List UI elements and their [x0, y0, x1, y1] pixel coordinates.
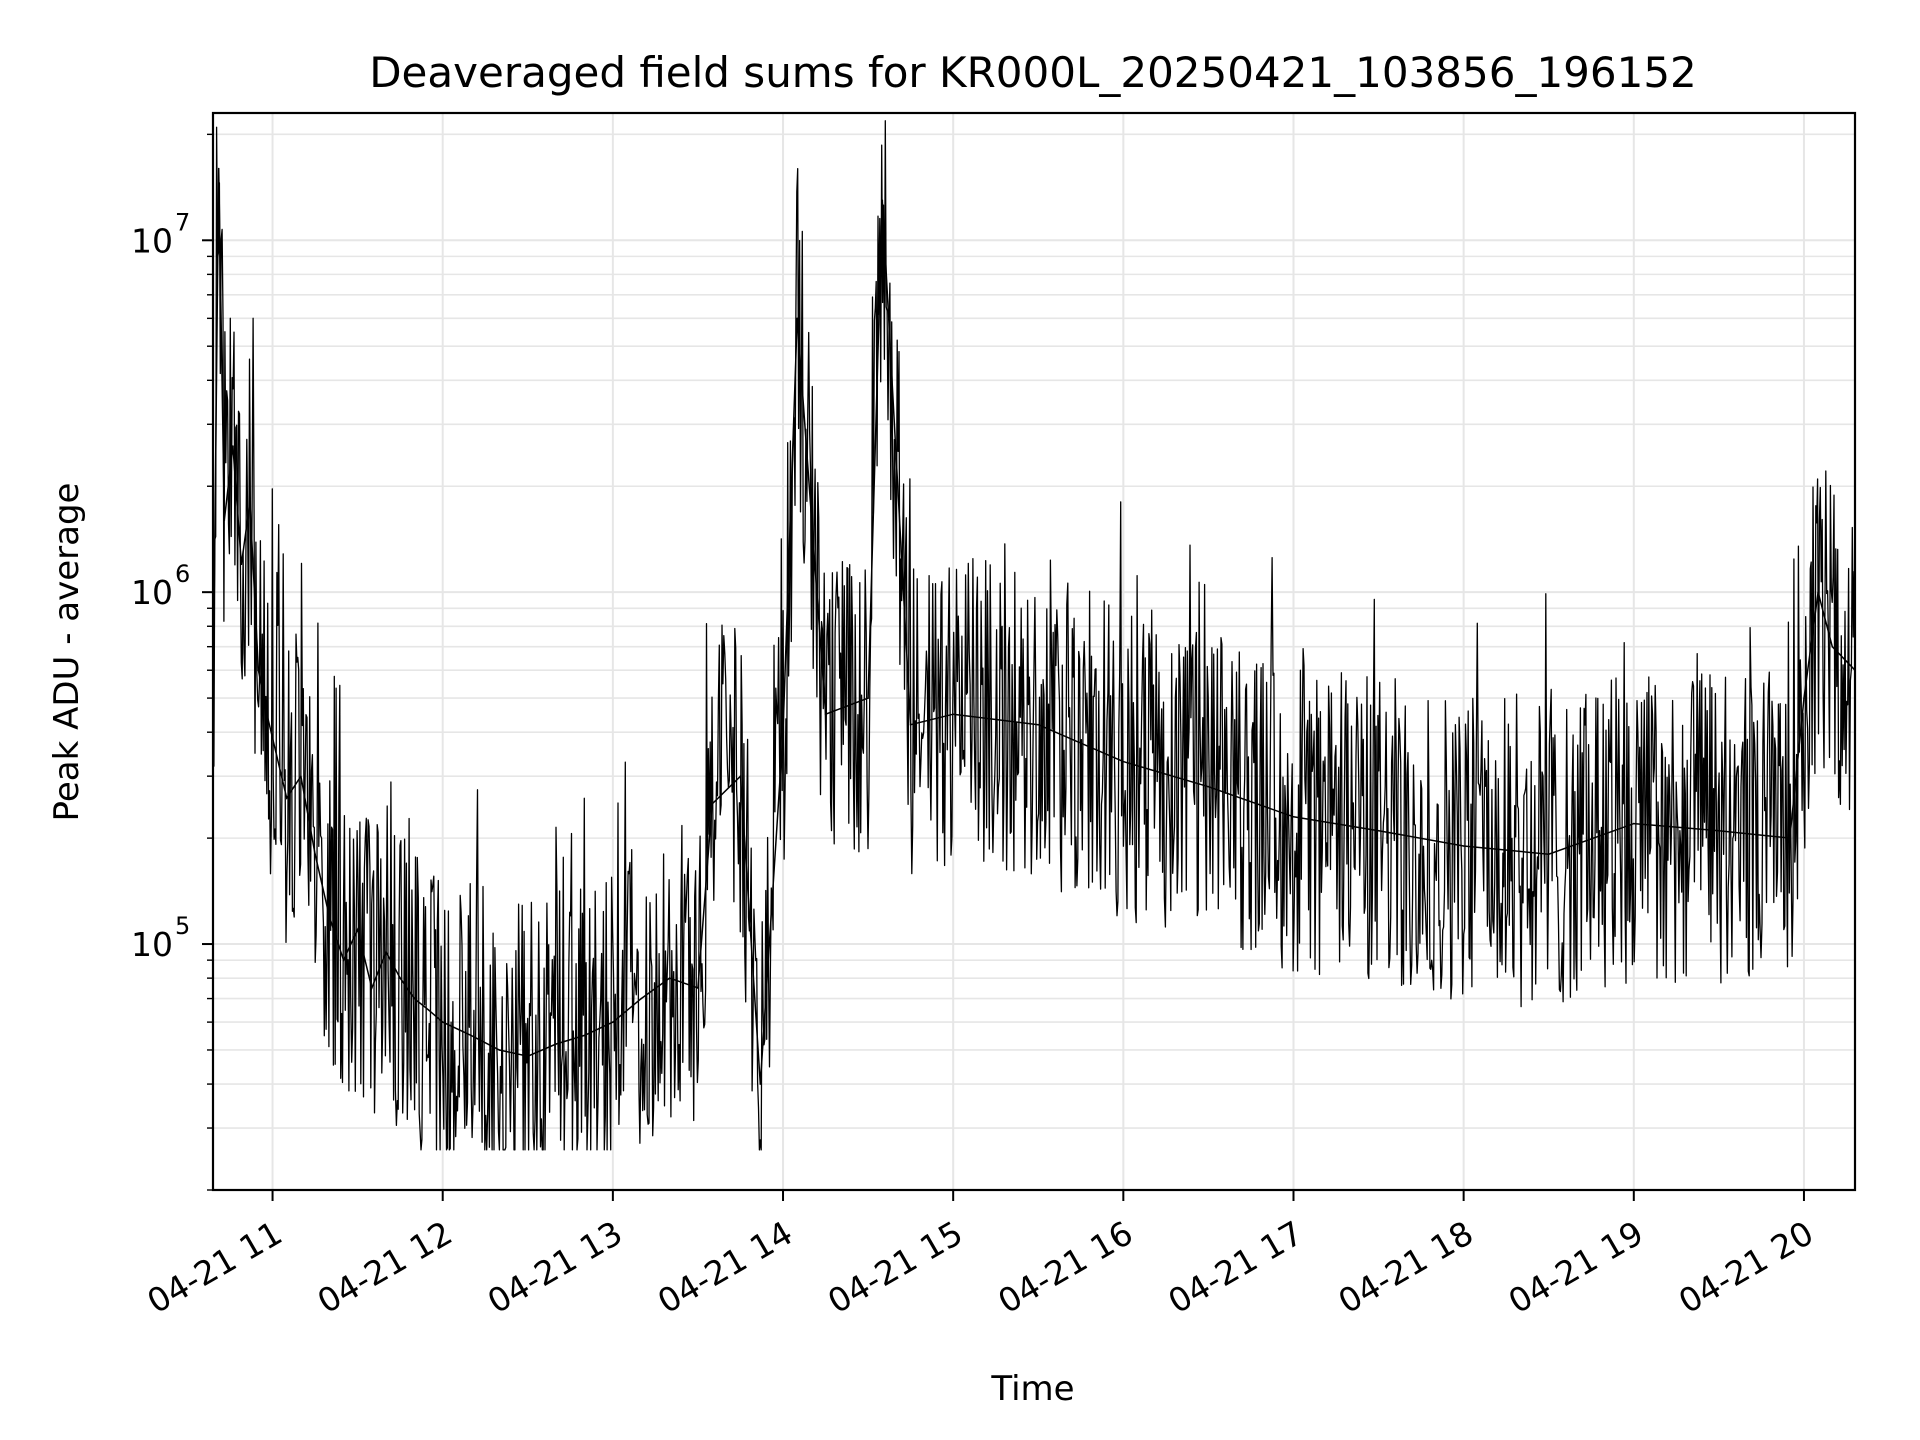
- y-tick-exponent: 6: [175, 560, 190, 588]
- series-point: [555, 1043, 557, 1045]
- series-point: [217, 167, 220, 170]
- y-tick-exponent: 7: [175, 208, 190, 236]
- series-point: [266, 713, 268, 715]
- series-point: [1037, 723, 1040, 726]
- series-point: [356, 928, 359, 931]
- series-point: [612, 1021, 614, 1023]
- series-point: [583, 1034, 586, 1037]
- series-layer: [212, 120, 1856, 1151]
- series-point: [470, 1034, 472, 1037]
- series-point: [240, 563, 243, 566]
- series-point: [1789, 837, 1791, 839]
- plot-frame: [211, 111, 1857, 1192]
- series-point: [1547, 853, 1550, 855]
- series-point: [1377, 829, 1380, 832]
- series-point: [385, 951, 387, 953]
- series-point: [1817, 591, 1819, 593]
- series-point: [427, 1009, 430, 1011]
- series-point: [640, 997, 642, 1000]
- x-axis-label: Time: [990, 1369, 1074, 1409]
- series-point: [1803, 697, 1805, 699]
- series-point: [952, 713, 954, 715]
- series-point: [527, 1055, 529, 1057]
- series-point: [1292, 816, 1295, 818]
- series-point: [697, 987, 699, 989]
- series-point: [371, 987, 373, 989]
- series-point: [498, 1049, 501, 1051]
- series-point: [300, 775, 302, 777]
- y-axis-label: Peak ADU - average: [47, 483, 87, 822]
- series-point: [881, 199, 884, 201]
- series-point: [328, 915, 331, 917]
- series-point: [1207, 785, 1210, 788]
- series-point: [342, 959, 345, 961]
- series-point: [413, 997, 416, 1000]
- y-tick-label: 10: [131, 221, 173, 260]
- chart-title: Deaveraged field sums for KR000L_2025042…: [369, 48, 1697, 97]
- series-point: [796, 317, 798, 320]
- series-point: [909, 723, 912, 726]
- y-tick-label: 10: [131, 573, 173, 612]
- series-point: [441, 1021, 444, 1023]
- series-point: [782, 731, 784, 733]
- series-point: [824, 713, 827, 715]
- series-point: [314, 853, 316, 855]
- series-point: [249, 501, 251, 504]
- series-point: [1122, 760, 1125, 763]
- series-point: [257, 669, 260, 671]
- series-point: [399, 977, 402, 979]
- series-point: [867, 697, 869, 699]
- series-point: [1462, 845, 1465, 847]
- series-point: [711, 803, 713, 805]
- series-point: [739, 775, 742, 777]
- series-point: [223, 519, 226, 522]
- series-point: [1831, 645, 1834, 648]
- y-tick-label: 10: [131, 925, 173, 964]
- y-tick-exponent: 5: [175, 912, 190, 940]
- series-point: [1633, 822, 1635, 825]
- series-point: [1718, 829, 1720, 832]
- series-point: [759, 1083, 762, 1085]
- series-point: [232, 445, 234, 447]
- series-point: [668, 977, 671, 979]
- series-point: [285, 797, 288, 799]
- series-line-noise: [212, 120, 1856, 1151]
